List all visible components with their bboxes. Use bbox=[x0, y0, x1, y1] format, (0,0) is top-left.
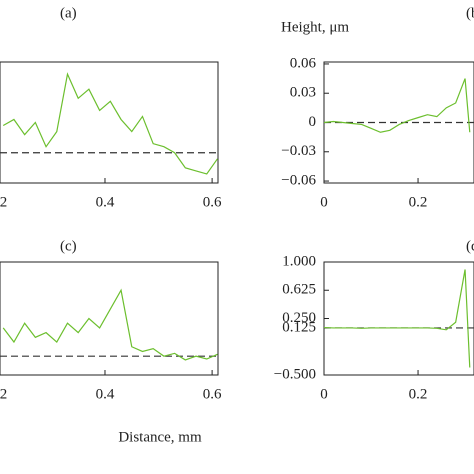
y-tick-label: 1.000 bbox=[282, 253, 316, 269]
y-tick-label: 0.250 bbox=[282, 310, 316, 326]
y-tick-label: 0 bbox=[309, 114, 317, 130]
data-line bbox=[2, 72, 218, 175]
panel-label: (a) bbox=[60, 5, 77, 21]
y-tick-label: −0.500 bbox=[274, 366, 316, 382]
x-tick-label: 0.4 bbox=[96, 386, 115, 402]
panel-label: (b) bbox=[466, 5, 474, 21]
panel-label: (c) bbox=[60, 238, 77, 254]
plot-frame bbox=[323, 261, 474, 376]
data-line bbox=[323, 269, 471, 368]
x-tick-label: 0.2 bbox=[409, 194, 428, 210]
x-tick-label: 0.6 bbox=[203, 386, 222, 402]
panel-label: (d) bbox=[466, 238, 474, 254]
plot-frame bbox=[0, 61, 219, 184]
data-line bbox=[2, 288, 218, 361]
x-tick-label: 0.2 bbox=[0, 194, 7, 210]
x-tick-label: 0.2 bbox=[409, 386, 428, 402]
y-tick-label: −0.03 bbox=[281, 143, 316, 159]
x-tick-label: 0 bbox=[320, 194, 328, 210]
x-tick-label: 0.6 bbox=[203, 194, 222, 210]
x-tick-label: 0.4 bbox=[96, 194, 115, 210]
y-axis-label: Height, μm bbox=[281, 19, 349, 35]
y-tick-label: 0.125 bbox=[282, 319, 316, 335]
x-axis-label: Distance, mm bbox=[118, 429, 202, 445]
plot-frame bbox=[0, 261, 219, 376]
y-tick-label: 0.625 bbox=[282, 282, 316, 298]
y-tick-label: 0.03 bbox=[290, 85, 316, 101]
x-tick-label: 0 bbox=[320, 386, 328, 402]
data-line bbox=[323, 78, 471, 133]
x-tick-label: 0.2 bbox=[0, 386, 7, 402]
y-tick-label: −0.06 bbox=[281, 172, 316, 188]
y-tick-label: 0.06 bbox=[290, 55, 317, 71]
